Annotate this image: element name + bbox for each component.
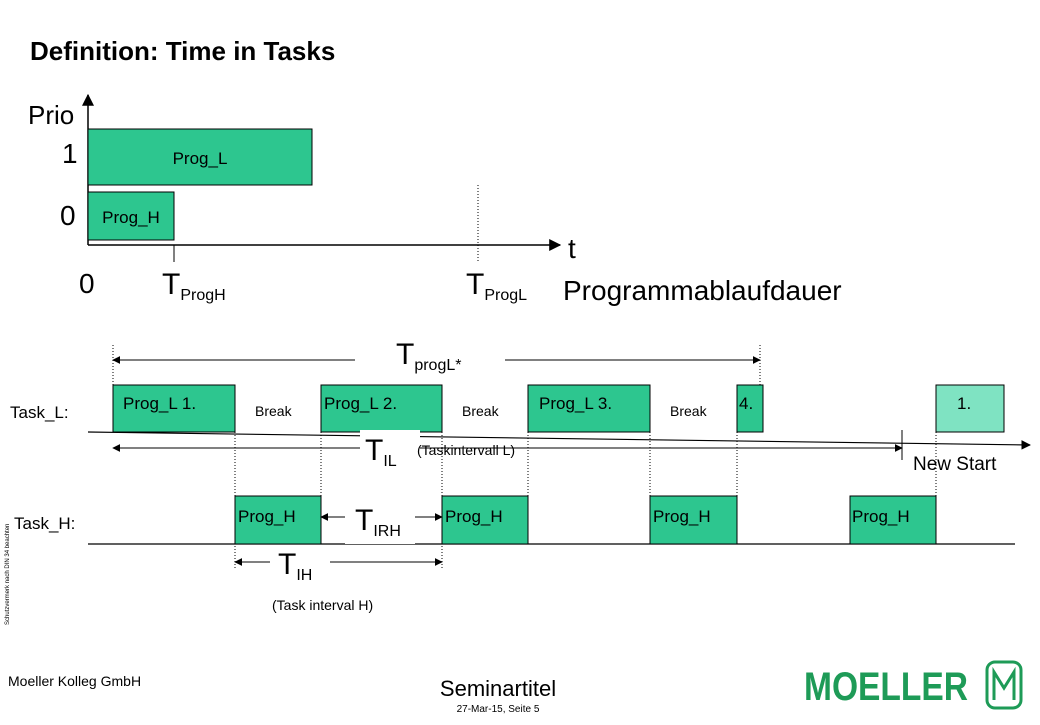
- prog-l-1-block: [112, 384, 236, 433]
- moeller-logo: MOELLER: [804, 660, 1023, 710]
- prog-l-4-label: 4.: [739, 394, 753, 413]
- runtime-label: Programmablaufdauer: [563, 275, 842, 306]
- tprogl-star-label-bg: [355, 334, 505, 376]
- taskintervall-l-label: (Taskintervall L): [417, 442, 515, 458]
- date-page: 27-Mar-15, Seite 5: [457, 704, 540, 715]
- prog-l-2-block: [320, 384, 443, 433]
- task-h-label: Task_H:: [14, 514, 75, 533]
- prog-h-1-label: Prog_H: [238, 507, 296, 526]
- task-l-timeline: [87, 431, 1031, 450]
- side-note: Schutzvermerk nach DIN 34 beachten: [5, 524, 11, 625]
- prog-l-bar-label: Prog_L: [173, 149, 228, 168]
- priority-diagram: Prio 1 0 t 0 Prog_L Prog_H TProgH TProgL…: [28, 93, 842, 306]
- prog-h-2-label: Prog_H: [445, 507, 503, 526]
- tih-label: TIH: [278, 548, 312, 584]
- prog-h-bar-label: Prog_H: [102, 208, 160, 227]
- slide-title: Definition: Time in Tasks: [30, 36, 335, 66]
- prog-l-3-block: [527, 384, 651, 433]
- task-l-label: Task_L:: [10, 403, 69, 422]
- prog-h-bar: [87, 191, 175, 241]
- prio-1-label: 1: [62, 138, 78, 169]
- break-1-label: Break: [255, 403, 293, 419]
- company-name: Moeller Kolleg GmbH: [8, 673, 141, 689]
- prog-h-3-label: Prog_H: [653, 507, 711, 526]
- prio-axis-label: Prio: [28, 100, 74, 130]
- break-3-label: Break: [670, 403, 708, 419]
- t-progh-label: TProgH: [162, 268, 226, 304]
- prog-h-1-block: [234, 495, 322, 545]
- seminar-title: Seminartitel: [440, 676, 556, 701]
- task-timing-diagram: TprogL* Task_L: Prog_L 1. Break Prog_L 2…: [10, 334, 1031, 613]
- moeller-emblem-m-icon: [992, 666, 1016, 700]
- tirh-label-bg: [345, 500, 415, 544]
- prog-l-2-label: Prog_L 2.: [324, 394, 397, 413]
- break-2-label: Break: [462, 403, 500, 419]
- tirh-label: TIRH: [355, 504, 401, 540]
- prog-l-bar: [87, 128, 313, 186]
- prog-h-2-block: [441, 495, 529, 545]
- tprogl-star-label: TprogL*: [396, 338, 461, 374]
- t-progl-label: TProgL: [466, 268, 527, 304]
- prog-l-4-block: [736, 384, 764, 433]
- til-label-bg: [360, 430, 420, 472]
- prog-l-new-block: [935, 384, 1005, 433]
- origin-label: 0: [79, 268, 95, 299]
- prog-l-new-label: 1.: [957, 394, 971, 413]
- prog-h-4-block: [849, 495, 937, 545]
- prog-h-4-label: Prog_H: [852, 507, 910, 526]
- til-label: TIL: [365, 434, 397, 470]
- moeller-emblem-icon: [985, 660, 1023, 710]
- time-axis-label: t: [568, 233, 576, 264]
- task-interval-h-label: (Task interval H): [272, 597, 373, 613]
- prog-l-3-label: Prog_L 3.: [539, 394, 612, 413]
- prog-h-3-block: [649, 495, 738, 545]
- moeller-wordmark: MOELLER: [804, 665, 968, 709]
- tih-label-bg: [270, 546, 330, 586]
- prio-0-label: 0: [60, 200, 76, 231]
- new-start-label: New Start: [913, 454, 997, 475]
- prog-l-1-label: Prog_L 1.: [123, 394, 196, 413]
